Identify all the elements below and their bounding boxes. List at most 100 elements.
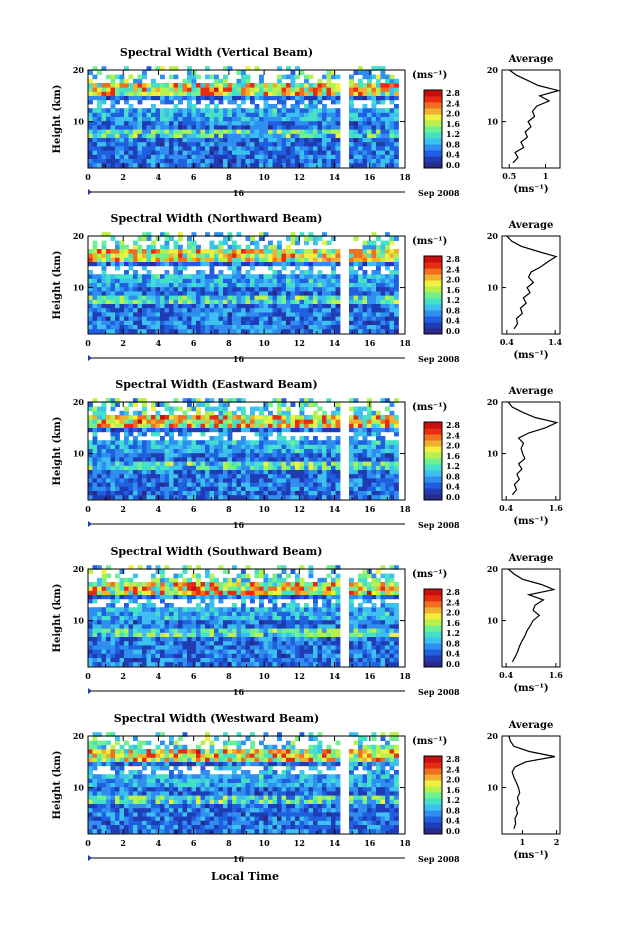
heatmap-cell [182,249,188,254]
heatmap-cell [106,490,111,496]
heatmap-cell [367,431,372,437]
heatmap-cell [317,274,323,279]
heatmap-cell [97,316,102,321]
heatmap-cell [232,465,237,470]
heatmap-cell [250,328,255,334]
heatmap-cell [331,452,336,458]
heatmap-cell [331,257,336,262]
heatmap-cell [304,398,309,403]
heatmap-cell [164,465,170,470]
heatmap-cell [223,125,228,130]
heatmap-cell [385,232,390,237]
heatmap-cell [304,158,309,164]
heatmap-cell [142,653,147,658]
heatmap-cell [214,415,219,420]
heatmap-cell [290,419,296,424]
heatmap-cell [322,112,327,117]
heatmap-cell [200,582,206,587]
heatmap-cell [299,112,305,117]
heatmap-cell [322,141,327,147]
heatmap-cell [106,274,111,279]
heatmap-cell [155,274,161,279]
heatmap-cell [101,473,107,479]
heatmap-cell [376,99,381,105]
heatmap-cell [367,465,372,470]
heatmap-cell [142,461,147,466]
heatmap-cell [164,645,170,650]
heatmap-cell [182,398,188,403]
heatmap-cell [380,154,386,159]
heatmap-cell [263,478,269,483]
heatmap-cell [187,87,192,92]
heatmap-cell [209,632,215,637]
heatmap-cell [151,116,156,122]
heatmap-cell [353,270,359,275]
heatmap-cell [218,240,224,246]
heatmap-cell [101,490,107,496]
heatmap-cell [389,278,395,283]
heatmap-cell [106,624,111,629]
heatmap-cell [317,286,323,292]
heatmap-cell [182,265,188,271]
heatmap-cell [353,427,359,433]
heatmap-cell [295,299,300,304]
heatmap-cell [331,478,336,483]
heatmap-cell [92,291,98,296]
heatmap-cell [151,257,156,262]
heatmap-cell [200,87,206,92]
heatmap-cell [146,661,152,667]
heatmap-cell [169,628,174,633]
heatmap-cell [110,253,116,258]
heatmap-cell [106,324,111,330]
heatmap-cell [214,137,219,143]
colorbar-swatch [424,132,442,139]
heatmap-cell [326,125,332,130]
heatmap-cell [173,83,179,88]
heatmap-cell [88,607,93,612]
heatmap-cell [358,316,363,321]
heatmap-cell [115,573,120,579]
heatmap-cell [236,461,242,466]
heatmap-cell [299,406,305,412]
heatmap-cell [137,486,143,491]
heatmap-cell [295,104,300,109]
heatmap-cell [191,427,197,433]
heatmap-cell [128,645,134,650]
heatmap-cell [191,607,197,612]
heatmap-cell [317,473,323,479]
heatmap-cell [232,120,237,126]
heatmap-cell [119,473,125,479]
heatmap-cell [223,419,228,424]
heatmap-cell [205,398,210,403]
heatmap-cell [182,312,188,317]
heatmap-cell [286,286,291,292]
heatmap-cell [380,125,386,130]
heatmap-cell [97,70,102,75]
heatmap-cell [151,427,156,433]
heatmap-cell [128,299,134,304]
heatmap-cell [173,66,179,71]
heatmap-cell [290,150,296,155]
heatmap-cell [218,419,224,424]
heatmap-cell [196,129,201,134]
heatmap-cell [124,444,129,449]
heatmap-cell [313,278,318,283]
heatmap-cell [173,448,179,454]
heatmap-cell [223,316,228,321]
heatmap-cell [277,270,282,275]
heatmap-cell [277,78,282,84]
heatmap-cell [101,461,107,466]
heatmap-cell [223,320,228,325]
heatmap-cell [331,444,336,449]
heatmap-cell [272,423,278,428]
heatmap-cell [353,295,359,300]
heatmap-cell [245,249,251,254]
heatmap-cell [92,461,98,466]
heatmap-cell [92,649,98,654]
heatmap-cell [115,95,120,101]
heatmap-cell [164,320,170,325]
colorbar-tick-label: 0.8 [446,471,460,481]
heatmap-cell [367,398,372,403]
heatmap-cell [187,141,192,147]
heatmap-cell [232,137,237,143]
